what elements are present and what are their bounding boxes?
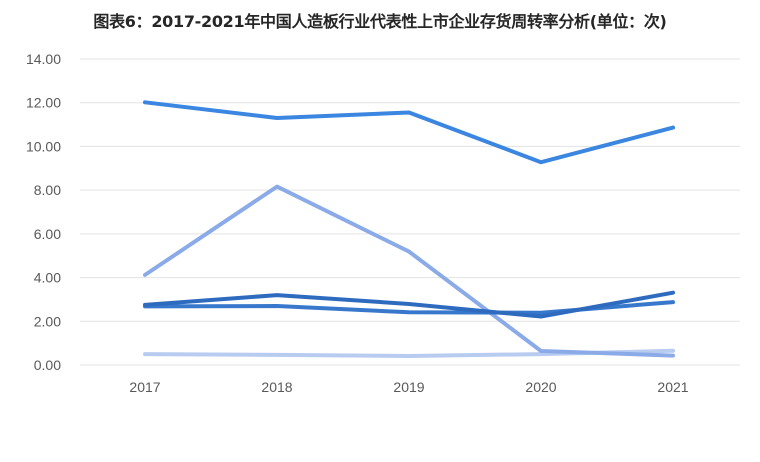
y-tick-label: 8.00 bbox=[34, 182, 61, 198]
y-tick-label: 2.00 bbox=[34, 313, 61, 329]
gridlines bbox=[80, 58, 740, 366]
x-tick-label: 2021 bbox=[657, 379, 688, 395]
x-tick-label: 2018 bbox=[261, 379, 292, 395]
x-tick-label: 2020 bbox=[525, 379, 556, 395]
chart-title: 图表6：2017-2021年中国人造板行业代表性上市企业存货周转率分析(单位：次… bbox=[93, 12, 667, 31]
y-tick-label: 0.00 bbox=[34, 357, 61, 373]
series-line-4 bbox=[143, 184, 675, 358]
y-tick-label: 14.00 bbox=[26, 51, 61, 67]
series-line-2 bbox=[143, 290, 675, 319]
y-tick-label: 12.00 bbox=[26, 95, 61, 111]
x-tick-label: 2017 bbox=[129, 379, 160, 395]
y-tick-label: 4.00 bbox=[34, 270, 61, 286]
y-tick-label: 10.00 bbox=[26, 138, 61, 154]
series-line-1 bbox=[143, 100, 675, 165]
series-lines bbox=[143, 100, 675, 358]
y-tick-label: 6.00 bbox=[34, 226, 61, 242]
x-axis-labels: 2017 2018 2019 2020 2021 bbox=[129, 379, 688, 395]
y-axis-labels: 0.00 2.00 4.00 6.00 8.00 10.00 12.00 14.00 bbox=[26, 51, 61, 373]
x-tick-label: 2019 bbox=[393, 379, 424, 395]
